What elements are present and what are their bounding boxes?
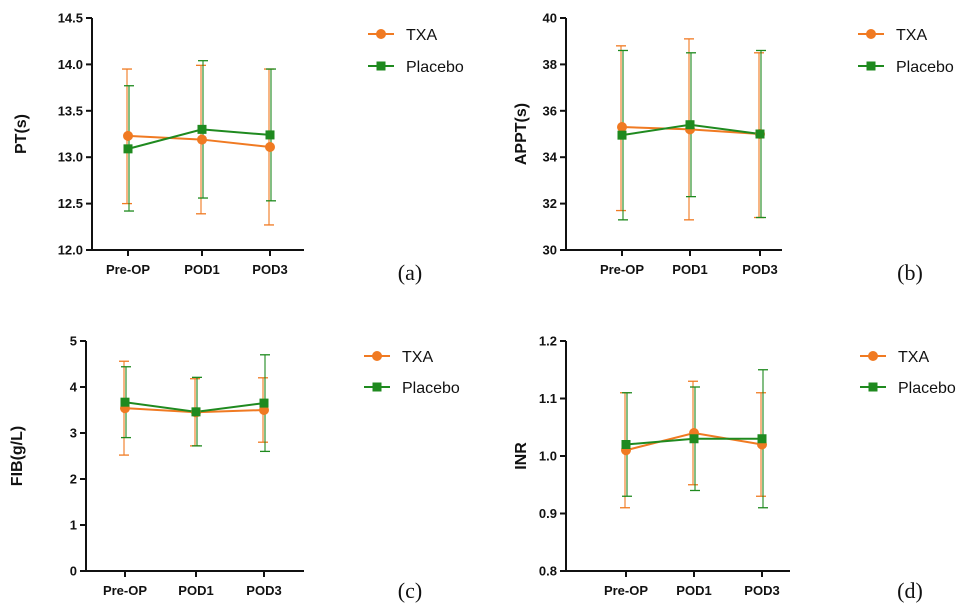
legend-marker (866, 61, 876, 71)
legend-item-txa: TXA (860, 349, 929, 366)
y-tick-label: 3 (70, 426, 77, 441)
data-point-placebo (123, 144, 133, 154)
x-tick-label: Pre-OP (600, 262, 644, 277)
data-point-placebo (617, 130, 627, 140)
legend-item-placebo: Placebo (364, 380, 460, 397)
legend-marker (372, 351, 382, 361)
y-tick-label: 1.2 (539, 334, 557, 349)
panel-label: (a) (398, 260, 422, 285)
legend-label: TXA (402, 349, 433, 366)
data-point-placebo (621, 440, 631, 449)
data-point-placebo (757, 434, 767, 444)
y-tick-label: 0.8 (539, 564, 557, 579)
y-tick-label: 14.0 (58, 57, 83, 72)
y-tick-label: 14.5 (58, 11, 83, 26)
panel-label: (b) (897, 260, 923, 285)
chart-panel-1: 12.0 12.5 13.0 13.5 14.0 14.5 Pre-OP POD1 POD3 PT… (13, 11, 464, 286)
legend-marker (868, 382, 878, 392)
x-tick-label: POD3 (246, 583, 281, 598)
y-tick-label: 32 (543, 196, 557, 211)
y-axis-title: APPT(s) (513, 103, 530, 165)
legend-marker (372, 382, 382, 392)
x-tick-label: POD3 (252, 262, 287, 277)
y-tick-label: 0 (70, 564, 77, 579)
legend-item-placebo: Placebo (858, 59, 954, 76)
data-point-placebo (265, 130, 275, 140)
x-tick-label: Pre-OP (106, 262, 150, 277)
legend-label: Placebo (406, 59, 464, 76)
data-point-placebo (755, 129, 765, 139)
y-tick-label: 12.5 (58, 196, 83, 211)
y-tick-label: 5 (70, 334, 77, 349)
legend-label: TXA (898, 349, 929, 366)
legend-item-txa: TXA (368, 27, 437, 44)
x-tick-label: POD1 (672, 262, 707, 277)
x-tick-label: POD1 (184, 262, 219, 277)
data-point-txa (617, 122, 627, 133)
chart-panel-3: 0 1 2 3 4 5 Pre-OP POD1 POD3 FIB(g/L) TXA Placebo (c… (9, 334, 460, 604)
y-tick-label: 38 (543, 57, 557, 72)
x-tick-label: Pre-OP (604, 583, 648, 598)
legend-label: TXA (406, 27, 437, 44)
legend-marker (868, 351, 878, 361)
legend-marker (376, 61, 386, 71)
y-tick-label: 2 (70, 472, 77, 487)
legend-item-txa: TXA (364, 349, 433, 366)
y-tick-label: 40 (543, 11, 557, 26)
data-point-placebo (685, 120, 695, 130)
panel-label: (c) (398, 578, 422, 603)
x-tick-label: POD1 (178, 583, 213, 598)
x-tick-label: POD3 (744, 583, 779, 598)
chart-panel-4: 0.8 0.9 1.0 1.1 1.2 Pre-OP POD1 POD3 INR TXA Place… (513, 334, 956, 604)
y-tick-label: 36 (543, 103, 557, 118)
legend-label: Placebo (402, 380, 460, 397)
y-tick-label: 13.5 (58, 103, 83, 118)
legend-item-txa: TXA (858, 27, 927, 44)
data-point-txa (265, 141, 275, 152)
legend-label: Placebo (898, 380, 956, 397)
data-point-placebo (197, 124, 207, 134)
legend-marker (376, 29, 386, 39)
legend-marker (866, 29, 876, 39)
y-axis-title: PT(s) (13, 114, 30, 154)
y-tick-label: 1 (70, 518, 77, 533)
y-tick-label: 0.9 (539, 506, 557, 521)
y-tick-label: 13.0 (58, 150, 83, 165)
y-axis-title: INR (513, 442, 530, 470)
data-point-placebo (191, 407, 201, 417)
x-tick-label: Pre-OP (103, 583, 147, 598)
series-txa (620, 380, 766, 509)
y-axis-title: FIB(g/L) (9, 426, 26, 486)
y-tick-label: 1.1 (539, 391, 557, 406)
y-tick-label: 30 (543, 243, 557, 258)
legend-label: TXA (896, 27, 927, 44)
data-point-placebo (120, 397, 130, 407)
legend-item-placebo: Placebo (860, 380, 956, 397)
chart-panel-2: 30 32 34 36 38 40 Pre-OP POD1 POD3 APPT(s) TXA Plac… (513, 11, 954, 286)
data-point-placebo (259, 398, 269, 408)
y-tick-label: 34 (543, 150, 558, 165)
y-tick-label: 1.0 (539, 449, 557, 464)
x-tick-label: POD3 (742, 262, 777, 277)
legend-item-placebo: Placebo (368, 59, 464, 76)
data-point-txa (123, 130, 133, 141)
data-point-txa (197, 134, 207, 145)
y-tick-label: 12.0 (58, 243, 83, 258)
data-point-placebo (689, 434, 699, 444)
series-placebo (618, 49, 766, 221)
panel-label: (d) (897, 578, 923, 603)
x-tick-label: POD1 (676, 583, 711, 598)
legend-label: Placebo (896, 59, 954, 76)
y-tick-label: 4 (70, 380, 78, 395)
